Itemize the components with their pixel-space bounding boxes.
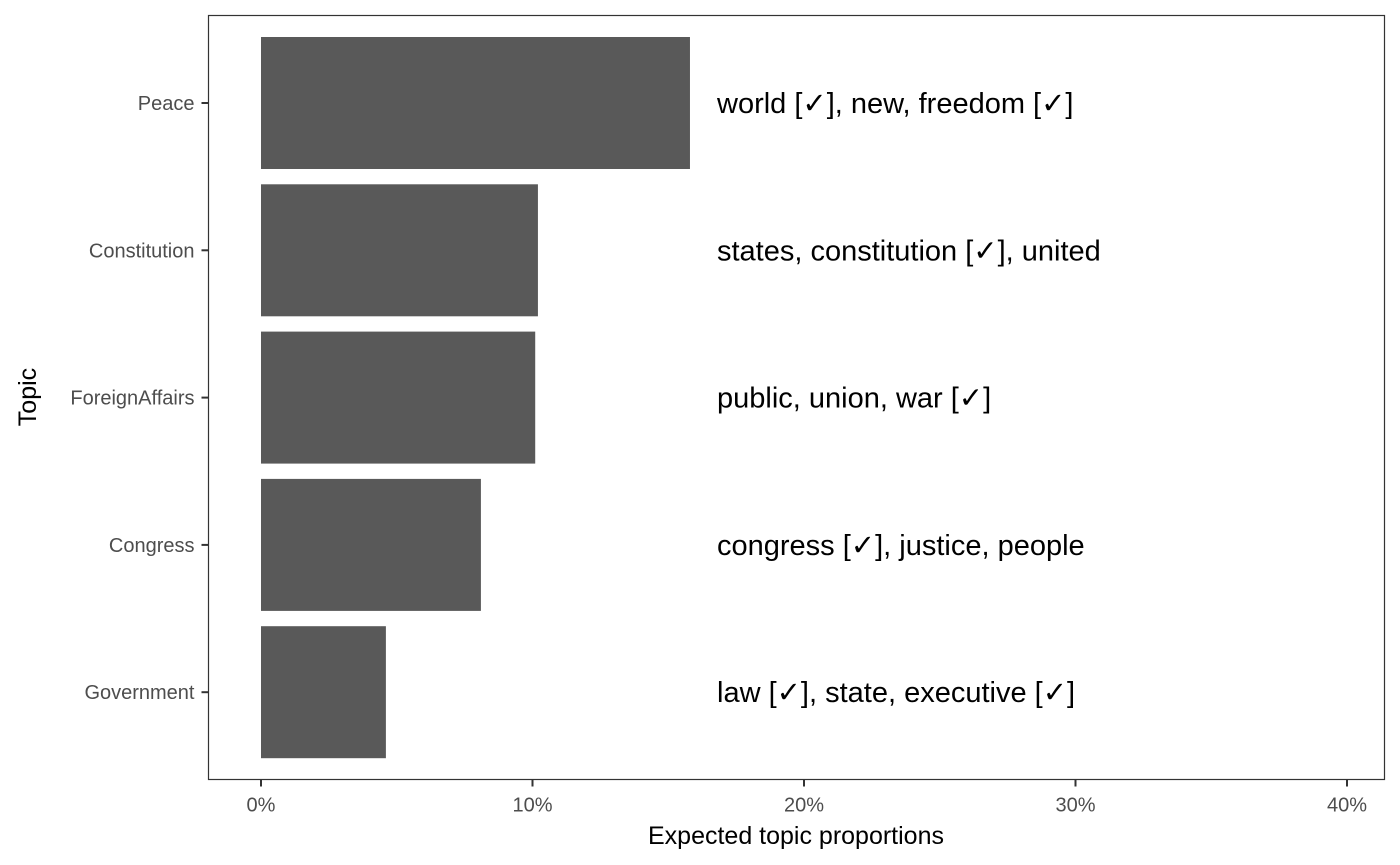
- y-tick-label-constitution: Constitution: [89, 240, 195, 262]
- x-tick-label: 40%: [1327, 795, 1367, 817]
- bar-annotation-constitution: states, constitution [✓], united: [717, 235, 1101, 267]
- y-tick-label-government: Government: [84, 682, 194, 704]
- y-axis-title: Topic: [14, 368, 42, 426]
- x-tick-label: 0%: [247, 795, 276, 817]
- bar-annotation-foreignaffairs: public, union, war [✓]: [717, 383, 991, 415]
- annotations-layer: world [✓], new, freedom [✓] states, const…: [716, 88, 1101, 709]
- bar-annotation-peace: world [✓], new, freedom [✓]: [716, 88, 1073, 120]
- bar-constitution: [261, 184, 538, 317]
- y-tick-label-congress: Congress: [109, 535, 195, 557]
- x-tick-label: 30%: [1055, 795, 1095, 817]
- bar-congress: [261, 478, 481, 611]
- x-axis-title: Expected topic proportions: [648, 822, 944, 850]
- x-tick-label: 10%: [512, 795, 552, 817]
- y-tick-label-foreignaffairs: ForeignAffairs: [70, 388, 194, 410]
- bar-government: [261, 626, 386, 759]
- y-axis: Peace Constitution ForeignAffairs Congress G…: [70, 93, 209, 704]
- bar-annotation-government: law [✓], state, executive [✓]: [717, 677, 1075, 709]
- x-axis: 0% 10% 20% 30% 40%: [247, 779, 1367, 817]
- bar-annotation-congress: congress [✓], justice, people: [717, 530, 1085, 562]
- y-tick-label-peace: Peace: [138, 93, 195, 115]
- x-tick-label: 20%: [784, 795, 824, 817]
- bar-foreignaffairs: [261, 331, 536, 464]
- bars-layer: [261, 37, 690, 759]
- bar-peace: [261, 37, 690, 169]
